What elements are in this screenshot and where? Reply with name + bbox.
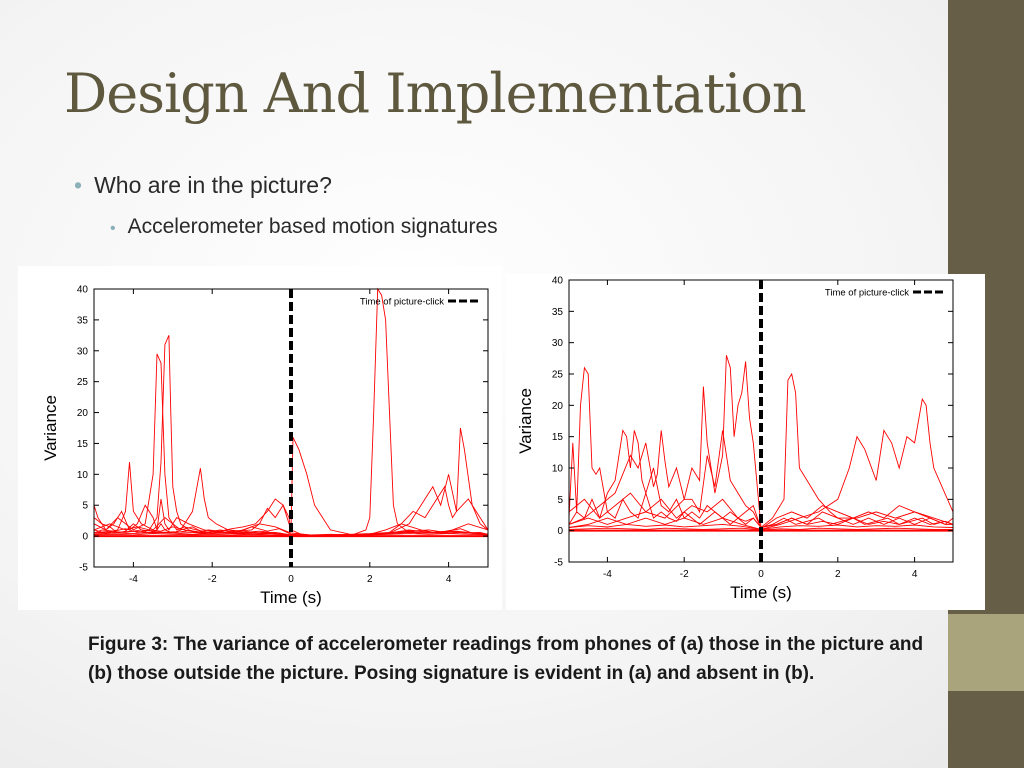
chart-b-ytick-label: 35 — [552, 307, 564, 318]
slide-title: Design And Implementation — [64, 62, 807, 125]
chart-a-xtick-label: 4 — [446, 574, 452, 585]
chart-a-xtick-label: 2 — [367, 574, 373, 585]
chart-b-series-line — [568, 397, 954, 530]
chart-b-ytick-label: 5 — [557, 495, 563, 506]
chart-b-ytick-label: 30 — [552, 338, 564, 349]
chart-b-ytick-label: 20 — [552, 401, 564, 412]
sidebar-accent-band — [948, 614, 1024, 691]
chart-b-series-line — [568, 355, 954, 529]
chart-a-ytick-label: 25 — [77, 377, 89, 388]
chart-b-xtick-label: -2 — [680, 569, 689, 580]
chart-a-ytick-label: 15 — [77, 439, 89, 450]
chart-b-ytick-label: 40 — [552, 276, 564, 287]
chart-a-ytick-label: 35 — [77, 315, 89, 326]
chart-a-svg: -5 0 5 10 15 20 25 30 35 40 -4 -2 0 2 4 Time (s) Varianc… — [41, 285, 489, 607]
chart-a-ytick-label: 0 — [82, 532, 88, 543]
chart-a-x-axis-label: Time (s) — [260, 588, 322, 607]
chart-a-ytick-label: 10 — [77, 470, 89, 481]
bullet-dot-icon: • — [110, 220, 116, 237]
chart-a: -5 0 5 10 15 20 25 30 35 40 -4 -2 0 2 4 Time (s) Varianc… — [18, 266, 502, 610]
chart-b-ytick-label: 0 — [557, 526, 563, 537]
bullet-1-text: Who are in the picture? — [94, 172, 332, 198]
chart-b-xtick-label: 0 — [758, 569, 764, 580]
chart-b-series-line — [568, 429, 954, 528]
chart-a-ytick-label: 30 — [77, 346, 89, 357]
chart-b-xtick-label: -4 — [603, 569, 612, 580]
chart-b-ytick-label: -5 — [554, 558, 563, 569]
chart-a-ytick-label: 5 — [82, 501, 88, 512]
bullet-level-1: • Who are in the picture? — [74, 172, 332, 199]
chart-a-xtick-label: 0 — [288, 574, 294, 585]
bullet-level-2: • Accelerometer based motion signatures — [110, 215, 498, 239]
chart-a-y-axis-label: Variance — [41, 395, 60, 461]
bullet-dot-icon: • — [74, 172, 83, 198]
chart-b-xtick-label: 4 — [912, 569, 918, 580]
chart-a-legend-label: Time of picture-click — [360, 297, 444, 308]
chart-a-ytick-label: 20 — [77, 408, 89, 419]
chart-a-ytick-label: 40 — [77, 285, 89, 296]
chart-a-ytick-label: -5 — [79, 563, 88, 574]
chart-b-x-axis-label: Time (s) — [730, 583, 792, 602]
chart-b-svg: -5 0 5 10 15 20 25 30 35 40 -4 -2 0 2 4 Time (s) Varianc… — [516, 276, 954, 602]
bullet-2-text: Accelerometer based motion signatures — [127, 215, 498, 238]
chart-b-ytick-label: 25 — [552, 370, 564, 381]
chart-a-xtick-label: -4 — [129, 574, 138, 585]
chart-b-ytick-label: 15 — [552, 432, 564, 443]
chart-b: -5 0 5 10 15 20 25 30 35 40 -4 -2 0 2 4 Time (s) Varianc… — [506, 274, 985, 610]
chart-b-legend-label: Time of picture-click — [825, 288, 909, 299]
chart-b-y-axis-label: Variance — [516, 388, 535, 454]
chart-a-xtick-label: -2 — [208, 574, 217, 585]
chart-a-series-line — [93, 437, 489, 536]
chart-a-series-line — [93, 427, 489, 536]
chart-b-ytick-label: 10 — [552, 464, 564, 475]
figure-caption: Figure 3: The variance of accelerometer … — [88, 634, 924, 684]
chart-b-series-line — [568, 430, 953, 529]
chart-b-xtick-label: 2 — [835, 569, 841, 580]
